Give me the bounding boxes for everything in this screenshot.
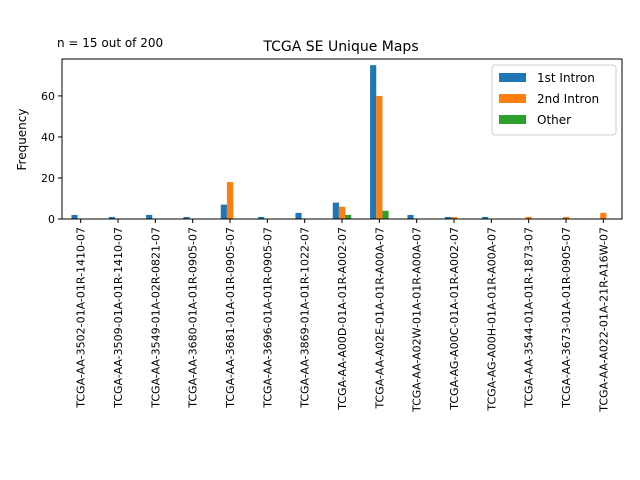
legend-label-1st-intron: 1st Intron <box>537 71 595 85</box>
bar-1st-intron-3 <box>146 214 153 219</box>
bar-2nd-intron-13 <box>525 216 532 219</box>
bar-2nd-intron-15 <box>600 212 607 219</box>
ticks: 0 20 40 60 TCGA-AA-3502-01A-01R-1410-07 TCGA-… <box>41 90 610 413</box>
chart-title: TCGA SE Unique Maps <box>262 39 418 55</box>
bar-1st-intron-2 <box>108 216 115 219</box>
legend-swatch-2nd-intron <box>499 94 526 103</box>
x-tick-label: TCGA-AA-A022-01A-21R-A16W-07 <box>597 227 610 413</box>
x-tick-label: TCGA-AA-3681-01A-01R-0905-07 <box>224 227 237 409</box>
y-tick-label: 40 <box>41 131 55 144</box>
x-tick-label: TCGA-AA-3869-01A-01R-1022-07 <box>299 227 312 409</box>
x-tick-label: TCGA-AA-3680-01A-01R-0905-07 <box>187 227 200 409</box>
x-tick-label: TCGA-AA-3509-01A-01R-1410-07 <box>112 227 125 409</box>
bar-2nd-intron-5 <box>226 182 234 219</box>
bar-1st-intron-1 <box>71 214 78 219</box>
bar-1st-intron-11 <box>444 216 451 219</box>
x-tick-label: TCGA-AA-3673-01A-01R-0905-07 <box>560 227 573 409</box>
x-tick-label: TCGA-AA-3502-01A-01R-1410-07 <box>75 227 88 409</box>
bar-1st-intron-8 <box>332 202 339 219</box>
x-tick-label: TCGA-AA-3544-01A-01R-1873-07 <box>523 227 536 409</box>
bar-2nd-intron-14 <box>562 216 570 219</box>
legend-label-other: Other <box>537 113 571 127</box>
x-tick-label: TCGA-AA-A00D-01A-01R-A002-07 <box>336 227 349 411</box>
bar-2nd-intron-9 <box>376 95 383 219</box>
x-tick-label: TCGA-AG-A00C-01A-01R-A002-07 <box>448 227 461 411</box>
sample-count-annotation: n = 15 out of 200 <box>57 36 163 50</box>
bar-1st-intron-7 <box>295 212 302 219</box>
x-tick-label: TCGA-AA-A02E-01A-01R-A00A-07 <box>373 227 386 410</box>
x-tick-label: TCGA-AA-3549-01A-02R-0821-07 <box>149 227 162 409</box>
bar-other-9 <box>382 210 389 219</box>
legend-label-2nd-intron: 2nd Intron <box>537 92 599 106</box>
x-tick-label: TCGA-AA-3696-01A-01R-0905-07 <box>261 227 274 409</box>
legend-swatch-1st-intron <box>499 73 526 82</box>
legend-swatch-other <box>499 115 526 124</box>
bars <box>71 65 607 220</box>
bar-1st-intron-12 <box>482 216 489 219</box>
bar-1st-intron-6 <box>258 216 265 219</box>
bar-other-8 <box>345 214 352 219</box>
x-tick-label: TCGA-AA-A02W-01A-01R-A00A-07 <box>411 227 424 413</box>
bar-2nd-intron-11 <box>450 216 458 219</box>
bar-1st-intron-4 <box>183 216 190 219</box>
bar-1st-intron-10 <box>407 214 414 219</box>
y-tick-label: 60 <box>41 90 55 103</box>
bar-1st-intron-5 <box>220 204 227 219</box>
y-axis-label: Frequency <box>15 109 29 171</box>
y-tick-label: 20 <box>41 172 55 185</box>
x-tick-label: TCGA-AG-A00H-01A-01R-A00A-07 <box>485 227 498 412</box>
legend: 1st Intron 2nd Intron Other <box>491 64 617 136</box>
bar-2nd-intron-8 <box>338 206 346 219</box>
bar-1st-intron-9 <box>370 65 377 220</box>
y-tick-label: 0 <box>48 213 55 226</box>
